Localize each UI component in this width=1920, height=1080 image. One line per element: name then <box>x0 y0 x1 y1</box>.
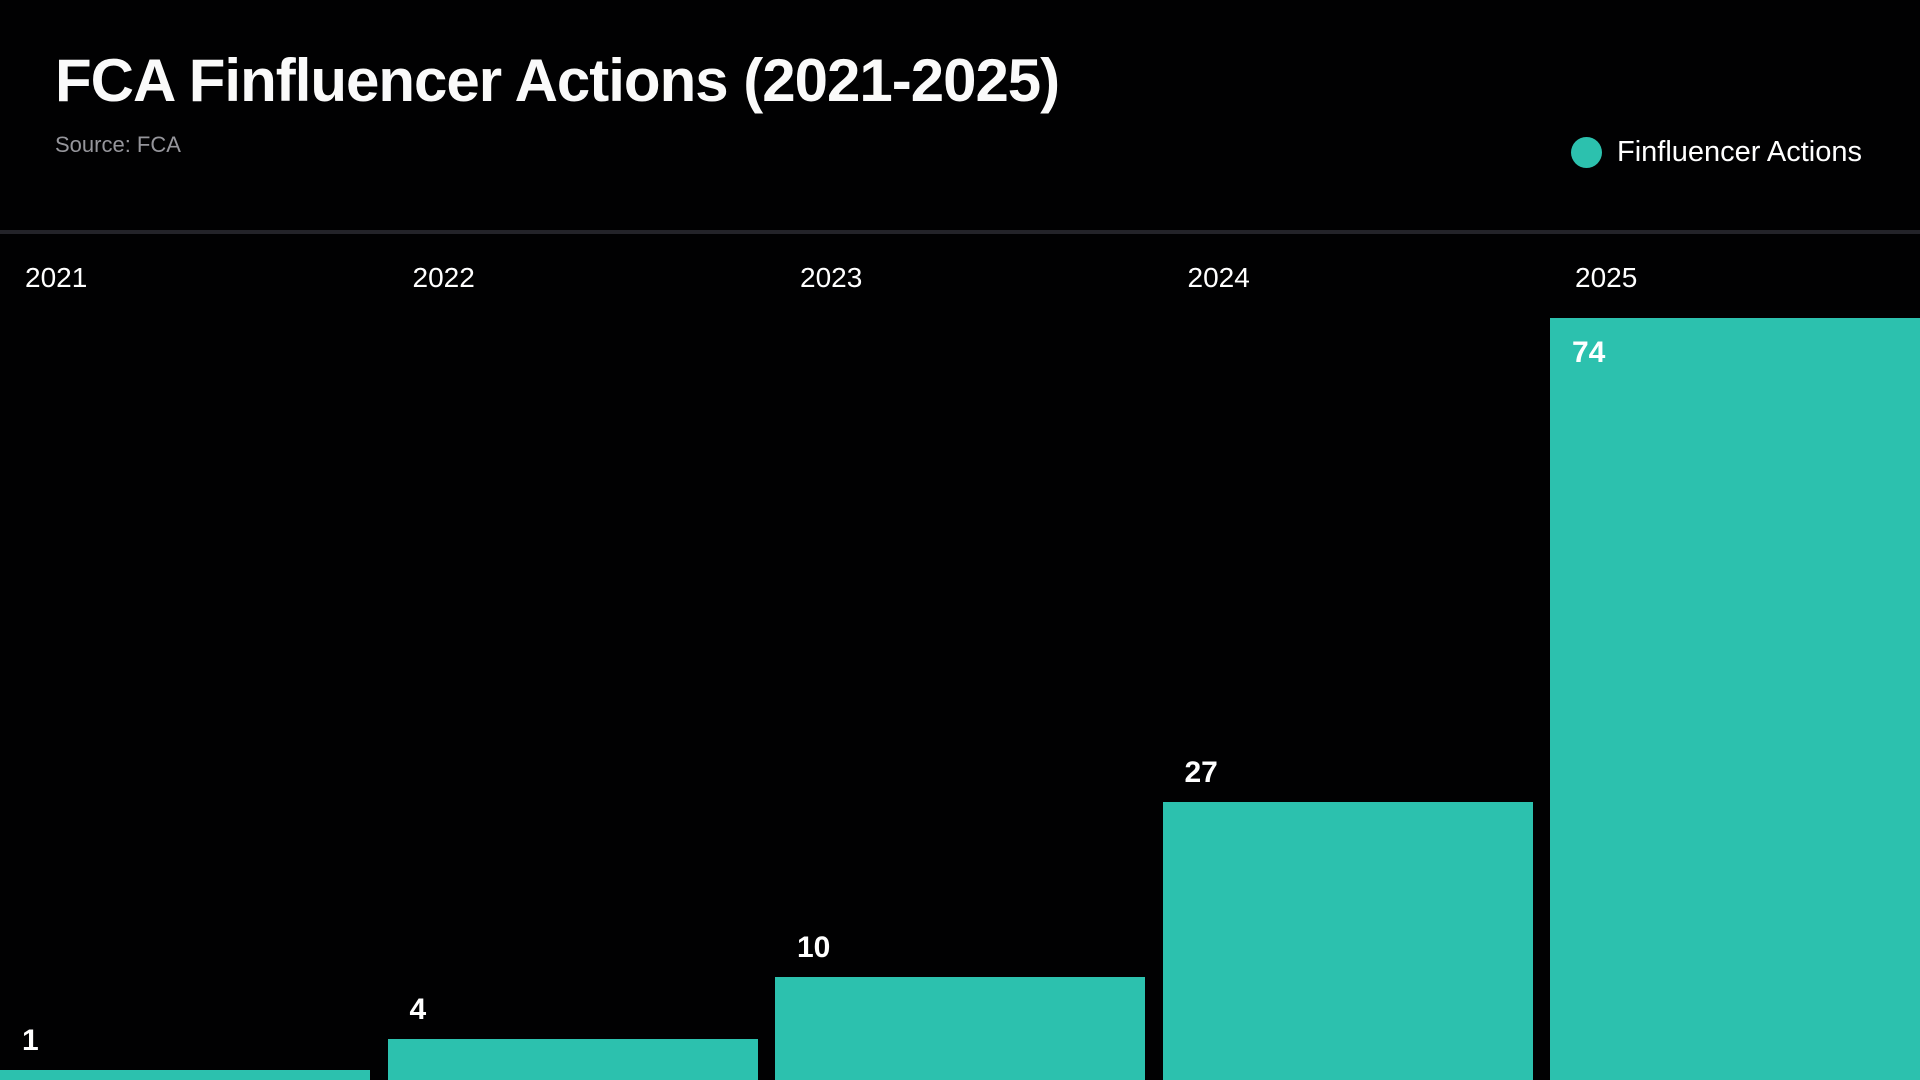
value-label-2023: 10 <box>797 931 831 964</box>
legend-dot-icon <box>1570 137 1602 168</box>
chart-column-2022: 2022 4 <box>387 234 758 1080</box>
bar-2024[interactable] <box>1162 801 1533 1080</box>
value-label-2022: 4 <box>409 992 427 1026</box>
category-label-2023: 2023 <box>800 262 863 293</box>
header-divider <box>0 230 1920 234</box>
chart-column-2024: 2024 27 <box>1162 234 1533 1080</box>
bar-2021[interactable] <box>0 1069 370 1080</box>
chart-column-2023: 2023 10 <box>775 234 1145 1080</box>
value-label-2024: 27 <box>1184 755 1218 789</box>
bar-chart-plot-area: 2021 1 2022 4 2023 10 2024 27 2025 74 <box>0 234 1920 1080</box>
chart-title: FCA Finfluencer Actions (2021-2025) <box>55 47 1060 114</box>
category-label-2022: 2022 <box>412 262 475 293</box>
category-label-2021: 2021 <box>25 262 88 293</box>
bar-2023[interactable] <box>775 977 1145 1080</box>
chart-column-2021: 2021 1 <box>0 234 370 1080</box>
legend-series-label: Finfluencer Actions <box>1616 136 1862 168</box>
value-label-2021: 1 <box>22 1023 39 1057</box>
chart-column-2025: 2025 74 <box>1550 234 1920 1080</box>
category-label-2025: 2025 <box>1575 262 1638 293</box>
bar-2022[interactable] <box>387 1038 758 1080</box>
bar-2025[interactable] <box>1550 317 1920 1080</box>
value-label-2025: 74 <box>1572 335 1606 369</box>
legend[interactable]: Finfluencer Actions <box>1570 136 1862 169</box>
chart-source-note: Source: FCA <box>55 132 181 157</box>
category-label-2024: 2024 <box>1187 262 1250 293</box>
chart-header: FCA Finfluencer Actions (2021-2025) Sour… <box>55 47 1060 158</box>
